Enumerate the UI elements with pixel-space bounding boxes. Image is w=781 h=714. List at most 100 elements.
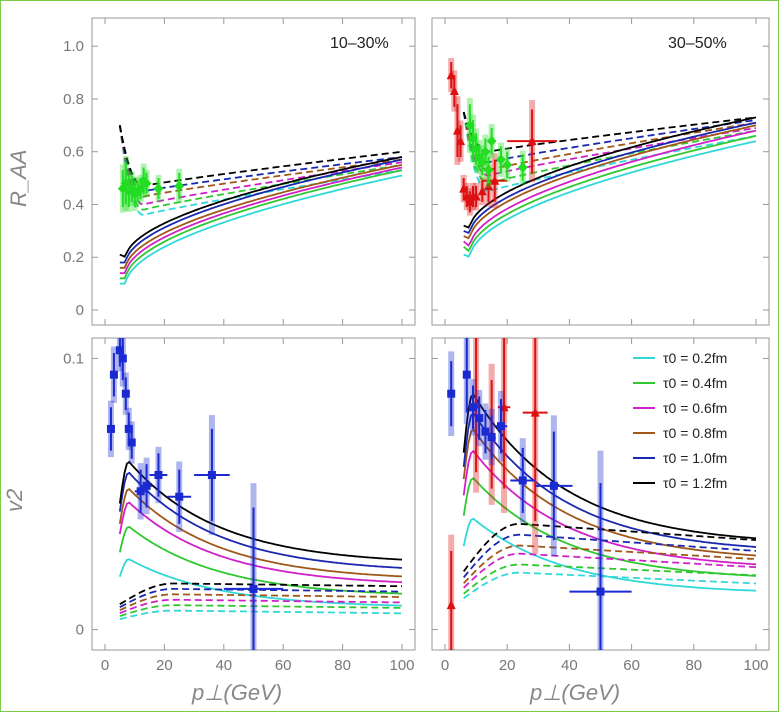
panel-content xyxy=(446,58,757,258)
solid-curve-tau2 xyxy=(118,501,403,584)
data-point-diamond xyxy=(153,183,164,194)
solid-curve-tau3 xyxy=(118,487,403,578)
dashed-curve-tau1 xyxy=(462,111,757,185)
dashed-curve-tau5 xyxy=(462,111,757,153)
panel-label-right: 30–50% xyxy=(668,35,727,52)
dashed-curve-tau0 xyxy=(119,609,402,620)
x-tick-label: 80 xyxy=(685,657,702,674)
data-point-square xyxy=(487,433,496,442)
solid-curve-tau0 xyxy=(462,517,757,592)
data-point-square xyxy=(175,492,184,501)
solid-curve-tau0 xyxy=(463,140,757,258)
x-tick-label: 40 xyxy=(561,657,578,674)
dashed-curve-tau3 xyxy=(119,593,402,612)
dashed-curve-tau4 xyxy=(462,111,757,164)
x-axis-label-left: p⊥(GeV) xyxy=(191,680,282,705)
data-point-square xyxy=(447,389,456,398)
solid-curve-tau4 xyxy=(463,121,757,235)
solid-curve-tau5 xyxy=(462,392,757,540)
legend-label: τ0 = 0.4fm xyxy=(663,375,727,391)
solid-curve-tau5 xyxy=(119,156,403,258)
data-point-diamond xyxy=(483,165,494,176)
solid-curve-tau3 xyxy=(119,164,403,269)
data-point-square xyxy=(136,487,145,496)
data-point-triangle xyxy=(446,600,456,610)
solid-curve-tau1 xyxy=(118,525,403,595)
solid-curve-tau4 xyxy=(119,158,403,264)
y-tick-label: 1.0 xyxy=(63,38,84,55)
solid-curve-tau2 xyxy=(462,449,757,566)
y-tick-label: 0.8 xyxy=(63,91,84,108)
y-axis-label-top: R_AA xyxy=(6,150,31,207)
data-point-triangle xyxy=(449,86,459,96)
solid-curve-tau5 xyxy=(118,460,403,561)
data-point-square xyxy=(124,424,133,433)
dashed-curve-tau0 xyxy=(462,111,757,193)
data-point-square xyxy=(115,346,124,355)
solid-curve-tau4 xyxy=(118,471,403,569)
legend-label: τ0 = 1.0fm xyxy=(663,450,727,466)
data-point-square xyxy=(496,422,505,431)
solid-curve-tau0 xyxy=(119,174,403,285)
data-point-diamond xyxy=(480,146,491,157)
dashed-curve-tau3 xyxy=(118,125,403,198)
legend: τ0 = 0.2fm τ0 = 0.4fm τ0 = 0.6fm τ0 = 0.8fm… xyxy=(633,350,727,491)
dashed-curve-tau2 xyxy=(119,598,403,615)
data-point-triangle xyxy=(477,186,487,196)
data-point-triangle xyxy=(490,175,500,185)
panel-content xyxy=(446,338,757,650)
panel-3: 0 20 40 60 80 100 xyxy=(431,337,770,674)
solid-curve-tau3 xyxy=(463,124,757,240)
dashed-curve-tau2 xyxy=(463,552,757,589)
solid-curve-tau3 xyxy=(462,428,757,557)
dashed-curve-tau1 xyxy=(463,563,757,595)
y-tick-label: 0 xyxy=(76,302,84,319)
legend-label: τ0 = 0.2fm xyxy=(663,350,727,366)
data-point-square xyxy=(596,587,605,596)
x-tick-label: 40 xyxy=(215,657,232,674)
dashed-curve-tau0 xyxy=(463,571,757,600)
data-point-square xyxy=(118,354,127,363)
x-tick-label: 0 xyxy=(101,657,109,674)
dashed-curve-tau5 xyxy=(119,582,402,605)
data-point-square xyxy=(549,481,558,490)
data-point-square xyxy=(468,403,477,412)
legend-label: τ0 = 0.6fm xyxy=(663,400,727,416)
x-tick-label: 60 xyxy=(623,657,640,674)
dashed-curve-tau1 xyxy=(118,125,403,211)
data-point-square xyxy=(154,471,163,480)
dashed-curve-tau3 xyxy=(462,111,757,172)
legend-label: τ0 = 0.8fm xyxy=(663,425,727,441)
data-point-square xyxy=(481,427,490,436)
data-point-triangle xyxy=(484,181,494,191)
data-point-triangle xyxy=(456,136,466,146)
dashed-curve-tau3 xyxy=(463,544,757,584)
x-tick-label: 0 xyxy=(441,657,449,674)
dashed-curve-tau1 xyxy=(119,604,402,618)
data-point-square xyxy=(462,370,471,379)
solid-curve-tau2 xyxy=(463,129,757,247)
y-tick-label: 0.1 xyxy=(63,350,84,367)
solid-curve-tau1 xyxy=(463,135,757,253)
data-point-square xyxy=(121,389,130,398)
y-tick-label: 0.4 xyxy=(63,196,84,213)
dashed-curve-tau4 xyxy=(118,125,403,193)
x-tick-label: 80 xyxy=(334,657,351,674)
y-tick-label: 0 xyxy=(76,622,84,639)
data-point-diamond xyxy=(495,154,506,165)
dashed-curve-tau5 xyxy=(462,522,757,572)
x-tick-label: 20 xyxy=(499,657,516,674)
solid-curve-tau1 xyxy=(119,169,403,280)
x-axis-label-right: p⊥(GeV) xyxy=(529,680,620,705)
panel-2: 0 0.1 0 20 40 60 80 100 xyxy=(63,337,416,674)
data-point-square xyxy=(109,370,118,379)
panel-content xyxy=(106,338,403,650)
dashed-curve-tau5 xyxy=(118,125,403,187)
data-point-diamond xyxy=(486,136,497,147)
data-point-triangle xyxy=(471,191,481,201)
data-point-square xyxy=(127,438,136,447)
panel-content xyxy=(117,125,403,285)
data-point-diamond xyxy=(502,159,513,170)
